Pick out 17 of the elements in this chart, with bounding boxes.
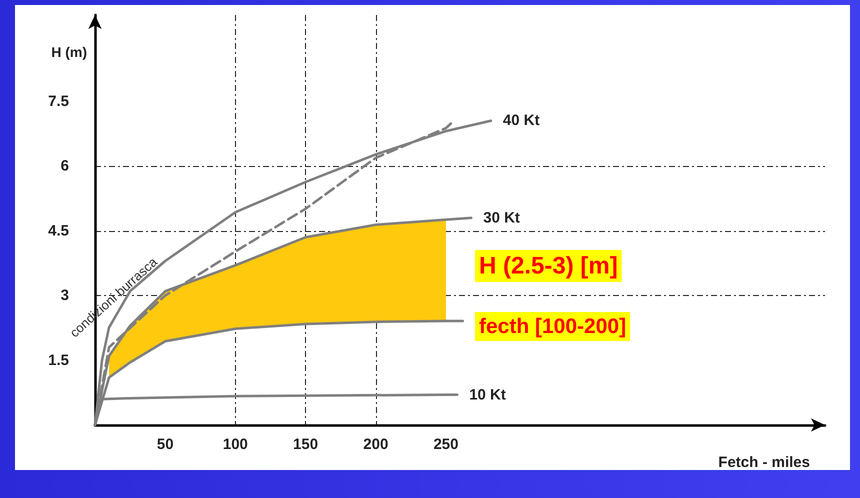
x-tick-label: 50 (156, 436, 174, 453)
series-label: 40 Kt (502, 112, 540, 130)
y-tick-label: 1.5 (48, 352, 69, 369)
annotation: H (2.5-3) [m] (479, 252, 618, 280)
x-tick-label: 150 (293, 436, 318, 453)
y-tick-label: 6 (60, 158, 69, 175)
x-tick-label: 200 (363, 436, 388, 453)
series-label: 10 Kt (469, 386, 506, 404)
x-axis-title: Fetch - miles (718, 454, 810, 471)
y-tick-label: 4.5 (48, 222, 69, 240)
x-tick-label: 250 (433, 436, 458, 453)
y-tick-label: 7.5 (48, 92, 69, 110)
series-label: 30 Kt (483, 209, 520, 226)
annotation: fecth [100-200] (479, 315, 626, 338)
y-axis-title: H (m) (51, 44, 87, 60)
x-tick-label: 100 (222, 436, 248, 453)
y-tick-label: 3 (60, 287, 69, 304)
